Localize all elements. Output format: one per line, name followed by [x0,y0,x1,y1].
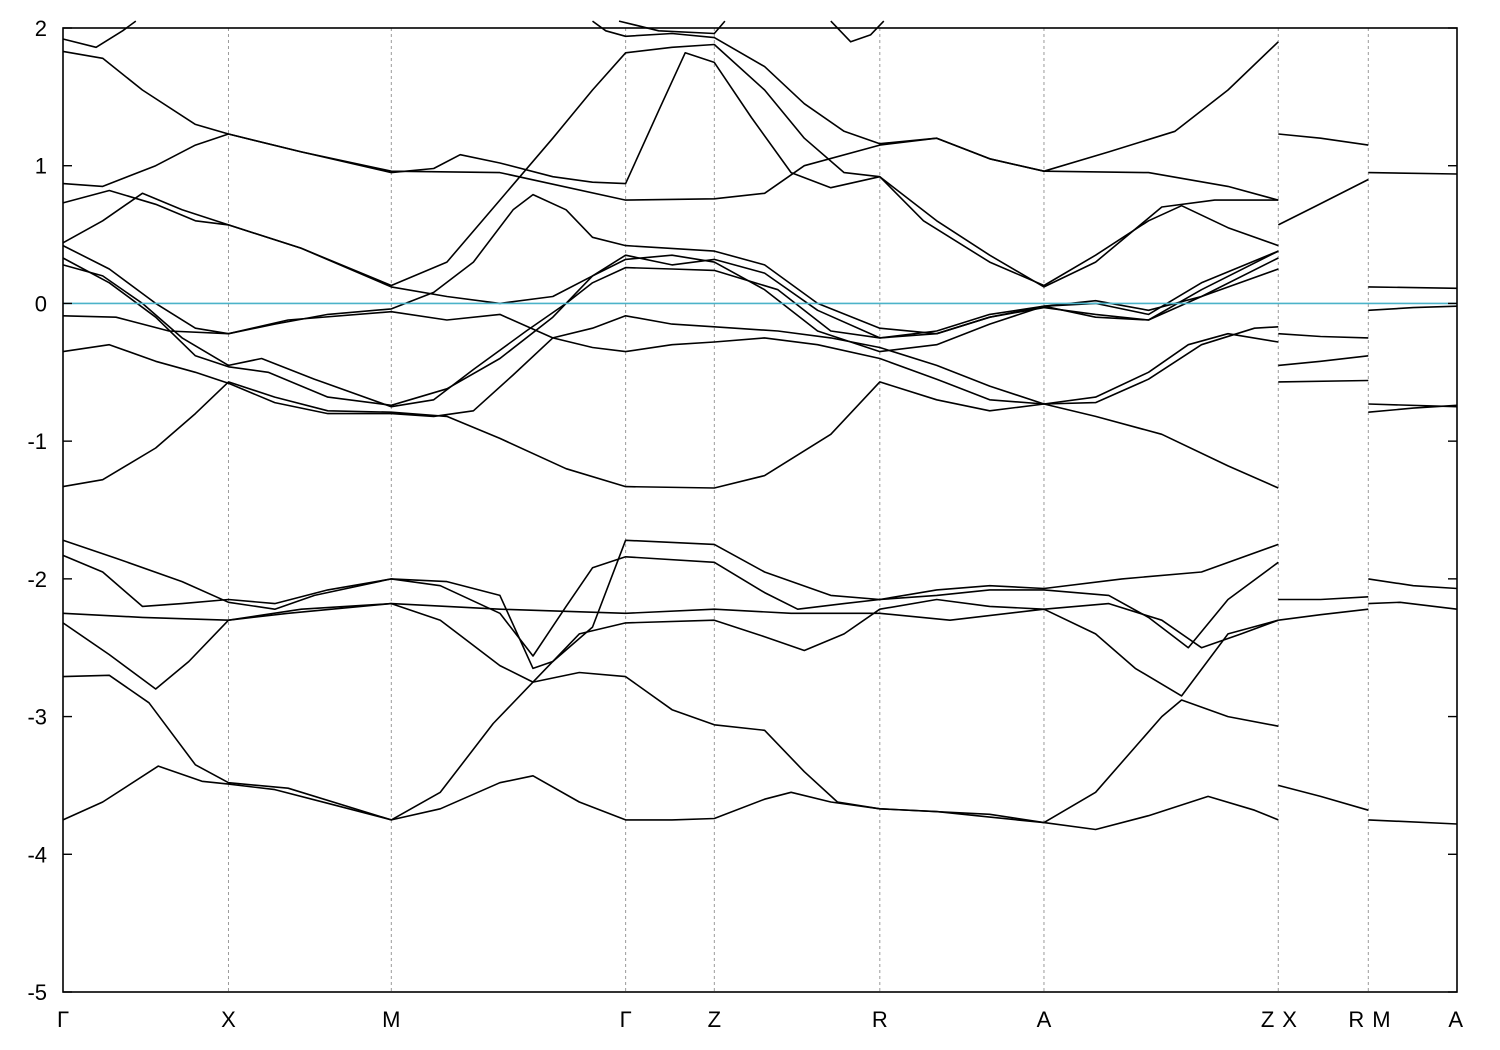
x-tick-label: A [1448,1007,1463,1032]
band-line-3 [62,598,1279,697]
plot-frame [62,27,1458,993]
x-tick-label: X [1282,1007,1297,1032]
x-tick-label: X [221,1007,236,1032]
band-line-4 [62,602,1279,649]
y-tick-label: 0 [35,291,47,316]
band-line-20 [830,20,885,43]
band-line-34 [1368,578,1458,590]
y-tick-label: -5 [27,980,47,1005]
band-line-25 [1278,379,1369,383]
band-line-16 [62,50,1279,201]
x-tick-label: M [1372,1007,1390,1032]
y-tick-label: -2 [27,567,47,592]
band-line-18 [592,20,1279,172]
band-line-6 [62,539,1279,670]
band-line-21 [1278,133,1369,146]
band-line-35 [1368,601,1458,610]
band-line-31 [1368,305,1458,312]
x-tick-label: R [1348,1007,1364,1032]
band-line-36 [1368,819,1458,825]
band-line-2 [62,671,1279,824]
kpoint-grid-lines [227,28,1369,992]
band-line-22 [1277,178,1369,226]
band-line-23 [1278,332,1369,339]
band-line-5 [62,554,1279,657]
y-axis: 2 1 0 -1 -2 -3 -4 -5 [27,16,1457,1005]
y-tick-label: -4 [27,842,47,867]
bands [62,20,1458,831]
band-line-10 [62,264,1279,408]
band-line-8 [62,315,1279,418]
x-tick-label: R [872,1007,888,1032]
band-line-28 [1278,784,1369,811]
band-line-33 [1368,404,1458,413]
x-tick-label: Z [708,1007,721,1032]
band-line-13 [62,189,1279,353]
x-tick-label: Γ [57,1007,69,1032]
band-line-30 [1368,286,1458,290]
band-line-15 [62,52,1279,288]
band-line-26 [1278,596,1369,601]
band-line-9 [62,310,1279,405]
x-tick-label: Γ [620,1007,632,1032]
y-tick-label: 1 [35,154,47,179]
band-line-29 [1368,171,1458,175]
band-line-14 [62,43,1279,287]
x-tick-label: Z [1261,1007,1274,1032]
x-tick-label: M [382,1007,400,1032]
band-line-1 [62,765,1279,831]
y-tick-label: -1 [27,429,47,454]
band-line-17 [62,20,137,49]
band-line-7 [62,381,1279,489]
band-line-27 [1278,608,1369,621]
y-tick-label: 2 [35,16,47,41]
x-tick-label: A [1037,1007,1052,1032]
band-line-24 [1278,355,1369,367]
y-tick-label: -3 [27,705,47,730]
